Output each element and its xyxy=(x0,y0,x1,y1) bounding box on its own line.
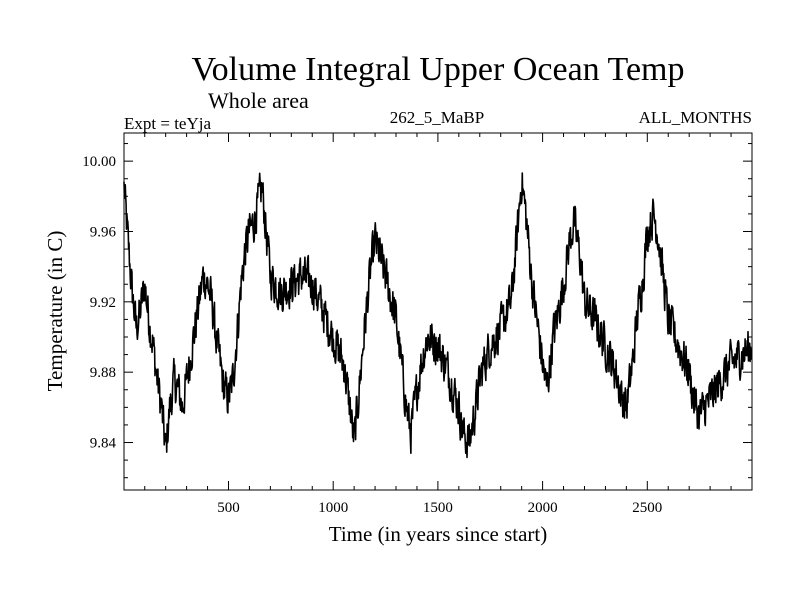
run-label: 262_5_MaBP xyxy=(390,108,484,127)
y-tick-label: 9.96 xyxy=(90,224,117,240)
season-label: ALL_MONTHS xyxy=(639,108,752,127)
x-tick-label: 2000 xyxy=(528,500,558,516)
series-layer xyxy=(123,172,753,459)
x-tick-label: 1500 xyxy=(423,500,453,516)
tick-layer: 500 1000 1500 2000 2500 9.84 9.88 9.92 9.96 10.00 xyxy=(82,133,752,516)
experiment-label: Expt = teYja xyxy=(124,114,211,133)
chart-subtitle: Whole area xyxy=(208,88,309,113)
y-tick-label: 9.88 xyxy=(90,365,116,381)
y-axis-label: Temperature (in C) xyxy=(43,231,67,392)
x-tick-label: 1000 xyxy=(318,500,348,516)
chart-title: Volume Integral Upper Ocean Temp xyxy=(192,51,685,88)
x-tick-label: 2500 xyxy=(632,500,662,516)
x-axis-label: Time (in years since start) xyxy=(329,522,548,546)
series-line xyxy=(123,172,753,459)
y-tick-label: 10.00 xyxy=(82,154,116,170)
y-tick-label: 9.84 xyxy=(90,436,117,452)
plot-frame xyxy=(123,132,753,491)
y-tick-label: 9.92 xyxy=(90,295,116,311)
x-tick-label: 500 xyxy=(217,500,240,516)
